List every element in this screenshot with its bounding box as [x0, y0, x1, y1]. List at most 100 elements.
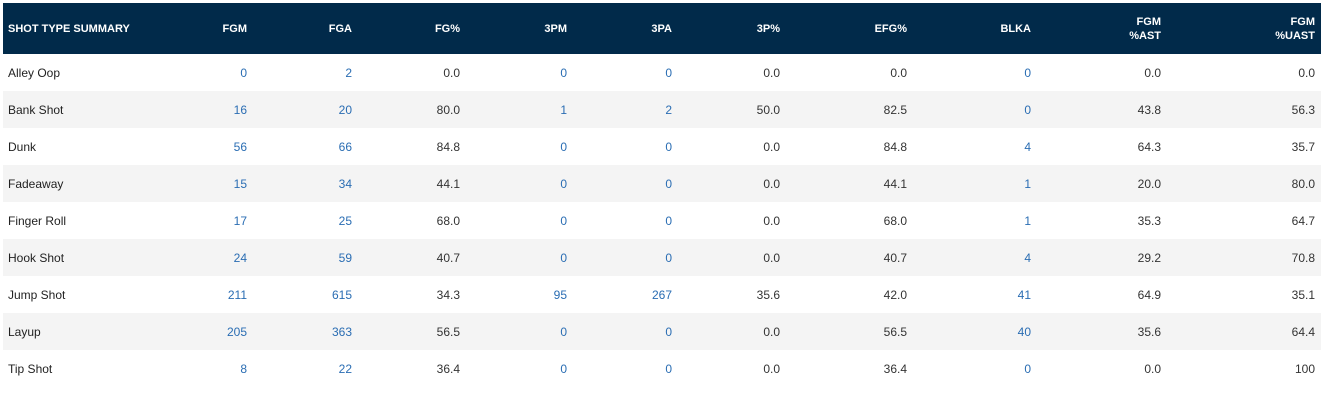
cell-fg-pct: 80.0 — [436, 102, 460, 117]
row-label-shot-type: Tip Shot — [8, 361, 53, 376]
cell-fgm[interactable]: 24 — [233, 250, 247, 265]
cell-fgm[interactable]: 211 — [227, 287, 247, 302]
column-header-blka[interactable]: BLKA — [913, 3, 1037, 54]
cell-blka[interactable]: 0 — [1024, 102, 1031, 117]
row-label-shot-type: Bank Shot — [8, 102, 64, 117]
cell-3p-pct: 0.0 — [763, 250, 780, 265]
table-body: Alley Oop 0 2 0.0 0 0 0.0 0.0 0 0.0 0.0 Bank Shot 16… — [3, 54, 1321, 387]
table-row: Layup 205 363 56.5 0 0 0.0 56.5 40 35.6 64.4 — [3, 313, 1321, 350]
cell-fga[interactable]: 66 — [338, 139, 352, 154]
cell-3pm[interactable]: 0 — [560, 213, 567, 228]
cell-fgm[interactable]: 15 — [233, 176, 247, 191]
cell-fga[interactable]: 2 — [345, 65, 352, 80]
cell-3pa[interactable]: 0 — [665, 65, 672, 80]
table-row: Dunk 56 66 84.8 0 0 0.0 84.8 4 64.3 35.7 — [3, 128, 1321, 165]
cell-blka[interactable]: 0 — [1024, 361, 1031, 376]
column-header-3pm[interactable]: 3PM — [466, 3, 573, 54]
cell-efg-pct: 36.4 — [883, 361, 907, 376]
column-header-sublabel: %AST — [1129, 29, 1161, 42]
cell-3pm[interactable]: 0 — [560, 176, 567, 191]
cell-blka[interactable]: 1 — [1024, 176, 1031, 191]
cell-3pa[interactable]: 0 — [665, 324, 672, 339]
cell-blka[interactable]: 1 — [1024, 213, 1031, 228]
table-row: Hook Shot 24 59 40.7 0 0 0.0 40.7 4 29.2 70.8 — [3, 239, 1321, 276]
column-header-fgm[interactable]: FGM — [143, 3, 253, 54]
column-header-3pa[interactable]: 3PA — [573, 3, 678, 54]
cell-blka[interactable]: 4 — [1024, 250, 1031, 265]
cell-efg-pct: 56.5 — [883, 324, 907, 339]
cell-3pm[interactable]: 0 — [560, 361, 567, 376]
cell-3p-pct: 50.0 — [756, 102, 780, 117]
cell-fgm[interactable]: 56 — [233, 139, 247, 154]
cell-fgm-pct-ast: 20.0 — [1137, 176, 1161, 191]
cell-fgm[interactable]: 205 — [226, 324, 247, 339]
row-label-shot-type: Finger Roll — [8, 213, 67, 228]
cell-3pm[interactable]: 95 — [553, 287, 567, 302]
cell-blka[interactable]: 0 — [1024, 65, 1031, 80]
cell-3pa[interactable]: 0 — [665, 176, 672, 191]
row-label-shot-type: Dunk — [8, 139, 37, 154]
cell-blka[interactable]: 40 — [1017, 324, 1031, 339]
cell-fg-pct: 34.3 — [436, 287, 460, 302]
cell-fga[interactable]: 20 — [338, 102, 352, 117]
cell-fgm-pct-ast: 0.0 — [1144, 65, 1161, 80]
cell-fgm-pct-ast: 35.6 — [1137, 324, 1161, 339]
column-header-efg-pct[interactable]: EFG% — [786, 3, 913, 54]
cell-fgm-pct-ast: 64.3 — [1137, 139, 1161, 154]
cell-fga[interactable]: 59 — [338, 250, 352, 265]
cell-fgm-pct-ast: 35.3 — [1137, 213, 1161, 228]
table-row: Bank Shot 16 20 80.0 1 2 50.0 82.5 0 43.8 56.3 — [3, 91, 1321, 128]
cell-fgm-pct-uast: 35.1 — [1291, 287, 1315, 302]
shot-type-summary-table: SHOT TYPE SUMMARY FGM FGA FG% 3PM 3PA 3P% EFG% B… — [3, 3, 1321, 387]
column-header-label: FGM — [1136, 15, 1161, 28]
cell-3pa[interactable]: 0 — [665, 250, 672, 265]
cell-3pa[interactable]: 0 — [665, 213, 672, 228]
row-label-shot-type: Layup — [8, 324, 41, 339]
shot-type-summary-container: SHOT TYPE SUMMARY FGM FGA FG% 3PM 3PA 3P% EFG% B… — [3, 3, 1321, 387]
cell-blka[interactable]: 41 — [1017, 287, 1031, 302]
cell-fgm[interactable]: 16 — [233, 102, 247, 117]
column-header-3p-pct[interactable]: 3P% — [678, 3, 786, 54]
cell-3pm[interactable]: 0 — [560, 139, 567, 154]
cell-efg-pct: 40.7 — [883, 250, 907, 265]
table-row: Jump Shot 211 615 34.3 95 267 35.6 42.0 41 64.9 35… — [3, 276, 1321, 313]
cell-fga[interactable]: 615 — [331, 287, 352, 302]
cell-3pa[interactable]: 2 — [665, 102, 672, 117]
cell-fga[interactable]: 363 — [331, 324, 352, 339]
cell-fgm[interactable]: 0 — [240, 65, 247, 80]
cell-3pm[interactable]: 0 — [560, 65, 567, 80]
cell-3pa[interactable]: 267 — [651, 287, 672, 302]
cell-fgm-pct-uast: 0.0 — [1298, 65, 1315, 80]
cell-3pm[interactable]: 1 — [560, 102, 567, 117]
column-header-label: FGM — [1290, 15, 1315, 28]
cell-fg-pct: 84.8 — [436, 139, 460, 154]
cell-3pm[interactable]: 0 — [560, 250, 567, 265]
cell-3pm[interactable]: 0 — [560, 324, 567, 339]
cell-fgm-pct-ast: 43.8 — [1137, 102, 1161, 117]
cell-3pa[interactable]: 0 — [665, 139, 672, 154]
cell-fga[interactable]: 25 — [338, 213, 352, 228]
cell-3p-pct: 0.0 — [763, 213, 780, 228]
cell-efg-pct: 42.0 — [883, 287, 907, 302]
column-header-fgm-pct-ast[interactable]: FGM %AST — [1037, 3, 1167, 54]
cell-fga[interactable]: 34 — [338, 176, 352, 191]
cell-fgm[interactable]: 8 — [240, 361, 247, 376]
column-header-fga[interactable]: FGA — [253, 3, 358, 54]
column-header-fg-pct[interactable]: FG% — [358, 3, 466, 54]
cell-fgm[interactable]: 17 — [233, 213, 247, 228]
row-label-shot-type: Hook Shot — [8, 250, 65, 265]
column-header-shot-type[interactable]: SHOT TYPE SUMMARY — [3, 3, 143, 54]
cell-fgm-pct-uast: 80.0 — [1291, 176, 1315, 191]
table-row: Alley Oop 0 2 0.0 0 0 0.0 0.0 0 0.0 0.0 — [3, 54, 1321, 91]
cell-3p-pct: 0.0 — [763, 324, 780, 339]
column-header-label: FGA — [328, 22, 352, 35]
cell-3pa[interactable]: 0 — [665, 361, 672, 376]
column-header-fgm-pct-uast[interactable]: FGM %UAST — [1167, 3, 1321, 54]
cell-fg-pct: 56.5 — [436, 324, 460, 339]
cell-efg-pct: 44.1 — [883, 176, 907, 191]
cell-fgm-pct-uast: 35.7 — [1291, 139, 1315, 154]
cell-fgm-pct-uast: 64.4 — [1291, 324, 1315, 339]
cell-fga[interactable]: 22 — [338, 361, 352, 376]
cell-blka[interactable]: 4 — [1024, 139, 1031, 154]
cell-efg-pct: 0.0 — [890, 65, 907, 80]
